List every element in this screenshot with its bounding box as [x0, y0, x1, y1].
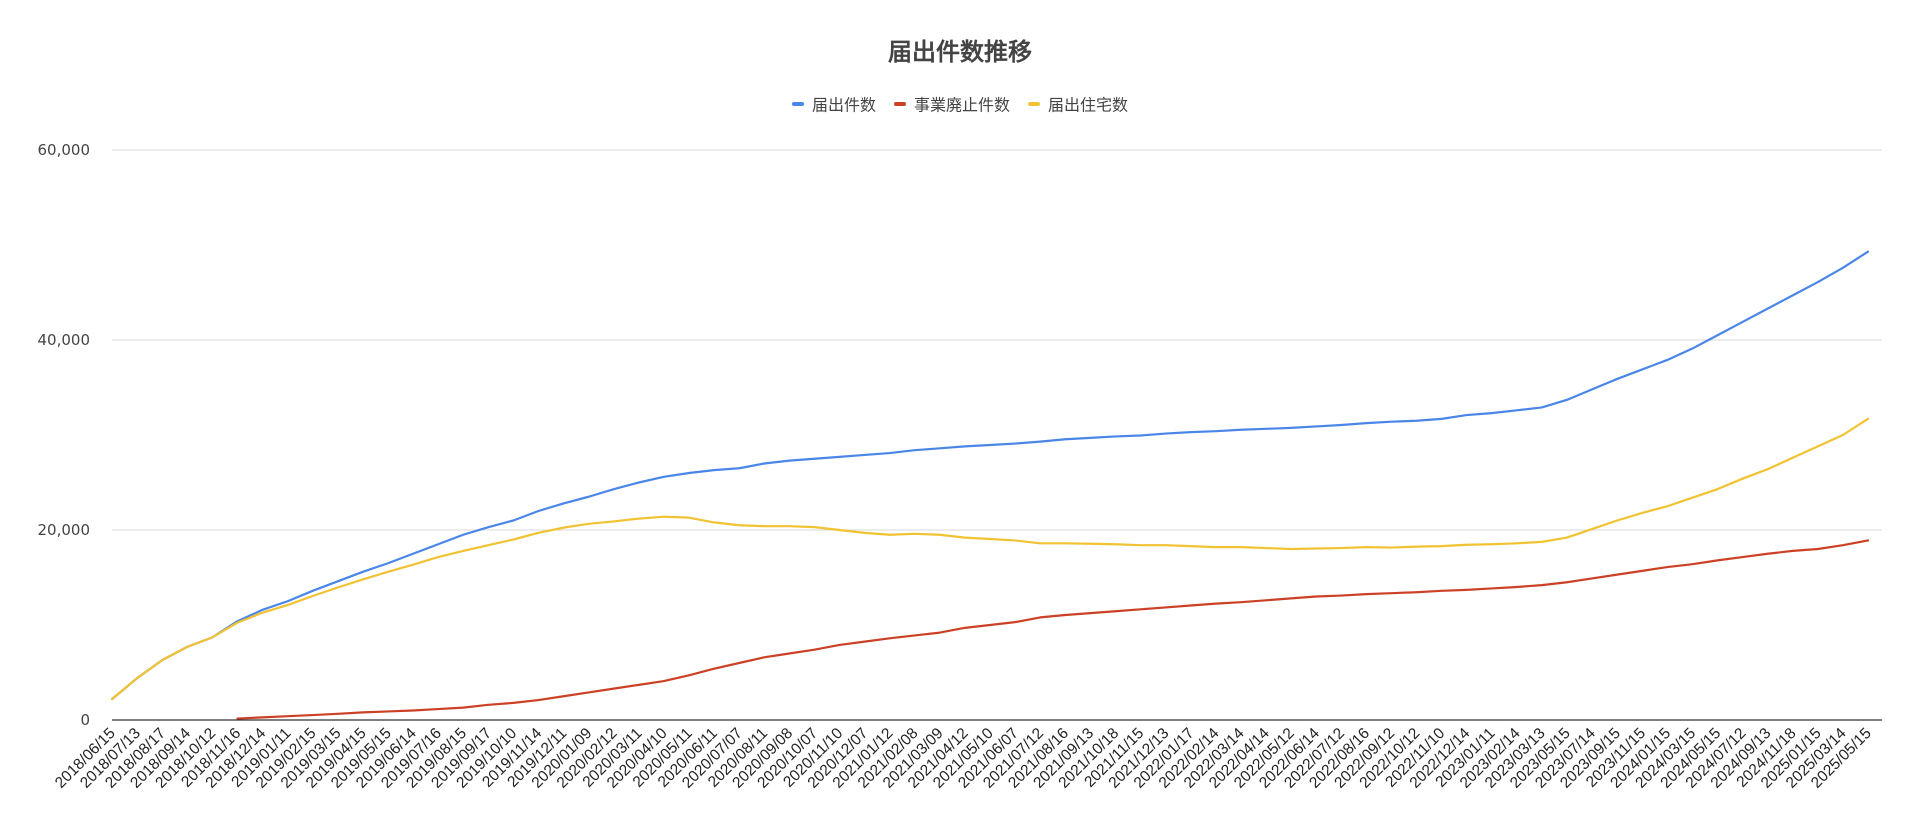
y-tick-label: 60,000 [38, 141, 91, 159]
legend-item-1: 事業廃止件数 [893, 96, 1010, 115]
legend-label: 届出住宅数 [1048, 96, 1128, 115]
y-tick-label: 0 [80, 711, 90, 729]
legend-swatch [1028, 102, 1041, 106]
y-tick-label: 40,000 [38, 331, 91, 349]
series-line-1 [236, 539, 1870, 720]
legend-label: 届出件数 [812, 96, 876, 115]
series-layer [110, 250, 1870, 720]
legend-label: 事業廃止件数 [914, 96, 1010, 115]
legend: 届出件数 事業廃止件数 届出住宅数 [791, 96, 1128, 115]
chart-title: 届出件数推移 [888, 38, 1032, 66]
legend-item-2: 届出住宅数 [1028, 96, 1128, 115]
gridlines [112, 149, 1882, 531]
legend-swatch [791, 102, 804, 106]
y-axis-ticks: 0 20,000 40,000 60,000 [38, 141, 91, 729]
series-line-2 [110, 417, 1870, 701]
legend-item-0: 届出件数 [791, 96, 876, 115]
x-axis-ticks: 2018/06/152018/07/132018/08/172018/09/14… [52, 725, 1875, 792]
series-line-0 [110, 250, 1870, 701]
y-tick-label: 20,000 [38, 521, 91, 539]
legend-swatch [893, 102, 906, 106]
